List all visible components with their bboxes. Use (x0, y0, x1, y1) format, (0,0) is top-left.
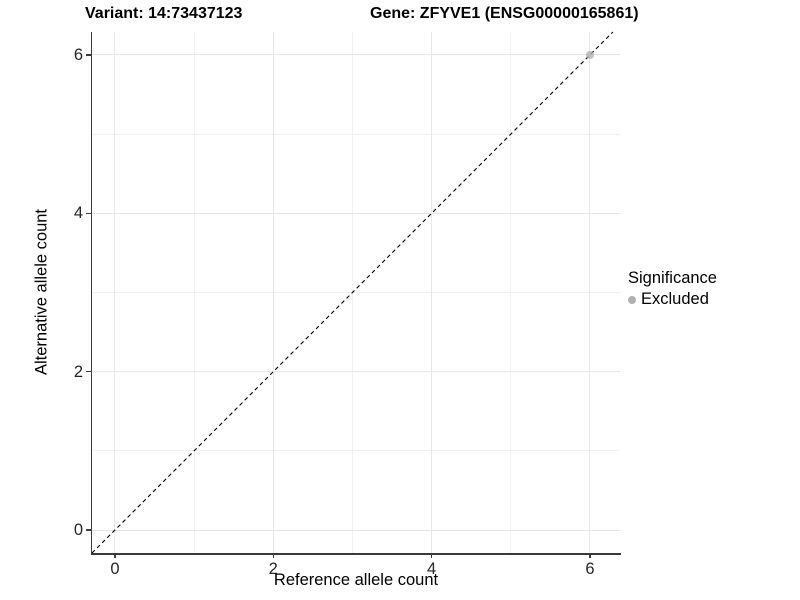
gridline-x-major (272, 32, 274, 553)
gridline-y-minor (92, 450, 620, 452)
y-axis-title: Alternative allele count (32, 208, 51, 376)
x-tick-mark (114, 553, 116, 558)
y-tick-label: 6 (73, 45, 83, 64)
y-tick-mark (85, 212, 91, 215)
x-axis-title: Reference allele count (273, 571, 439, 589)
x-axis-line (90, 553, 621, 555)
legend-item-excluded: Excluded (628, 289, 717, 310)
x-tick-mark (589, 553, 591, 558)
y-tick-mark (85, 370, 91, 373)
legend-title: Significance (628, 269, 717, 287)
gridline-x-major (589, 32, 591, 553)
plot-panel: 0 2 4 6 0 2 4 6 (74, 31, 620, 578)
gridline-y-minor (92, 292, 620, 293)
y-axis-line (90, 32, 92, 555)
gridline-y-minor (92, 133, 620, 135)
x-tick-label: 0 (110, 560, 120, 578)
gridline-y-major (92, 54, 620, 56)
legend: Significance Excluded (628, 268, 717, 310)
y-tick-label: 4 (73, 204, 83, 223)
x-tick-label: 6 (585, 560, 595, 578)
chart-title-variant: Variant: 14:73437123 (85, 5, 243, 22)
y-tick-mark (85, 529, 91, 531)
gridline-y-major (92, 212, 620, 214)
y-tick-label: 0 (73, 521, 83, 540)
x-tick-mark (272, 553, 275, 558)
legend-point-icon (628, 295, 636, 304)
gridline-x-major (431, 32, 433, 553)
x-tick-label: 4 (427, 560, 437, 578)
y-tick-label: 2 (73, 362, 83, 381)
identity-line (91, 31, 614, 554)
data-point (585, 50, 594, 59)
x-tick-label: 2 (268, 560, 278, 578)
y-tick-mark (85, 54, 91, 56)
gridline-y-major (92, 529, 620, 531)
legend-item-label: Excluded (641, 290, 709, 308)
chart-title-gene: Gene: ZFYVE1 (ENSG00000165861) (370, 5, 639, 22)
gridline-x-major (114, 32, 116, 553)
gridline-y-major (92, 371, 620, 373)
x-tick-mark (430, 553, 433, 558)
